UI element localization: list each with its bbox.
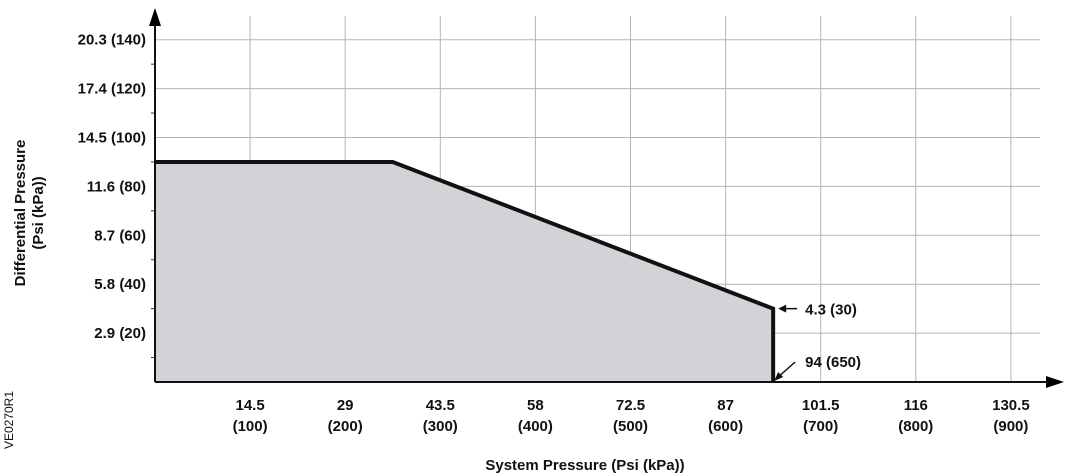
x-tick-label-kpa: (900) [993,418,1028,435]
x-tick-label: 101.5 [802,397,840,414]
x-axis-arrow-icon [1046,376,1064,388]
y-tick-labels: 2.9 (20) 5.8 (40) 8.7 (60) 11.6 (80) 14.5 (1… [78,32,146,342]
x-tick-label-kpa: (500) [613,418,648,435]
figure-code: VE0270R1 [2,391,16,449]
y-tick-label: 11.6 (80) [87,178,146,195]
y-axis-title-line1: Differential Pressure [12,140,29,287]
x-tick-labels: 14.5 (100) 29 (200) 43.5 (300) 58 (400) 72.5 (500… [233,397,1030,435]
y-tick-label: 8.7 (60) [94,227,146,244]
annotations: 4.3 (30) 94 (650) [774,302,861,381]
x-tick-label: 72.5 [616,397,645,414]
x-tick-label: 29 [337,397,354,414]
x-tick-label-kpa: (300) [423,418,458,435]
x-tick-label-kpa: (600) [708,418,743,435]
x-tick-label: 87 [717,397,734,414]
annotation-leader [777,361,796,378]
limit-line [155,159,776,382]
x-axis-title: System Pressure (Psi (kPa)) [485,457,684,474]
y-tick-label: 17.4 (120) [78,81,146,98]
annotation-arrow-icon [778,304,787,313]
y-tick-label: 14.5 (100) [78,130,146,147]
y-tick-label: 20.3 (140) [78,32,146,49]
y-axis-arrow-icon [149,8,161,26]
y-tick-label: 5.8 (40) [94,276,146,293]
x-tick-label: 43.5 [426,397,455,414]
x-tick-label: 14.5 [235,397,264,414]
x-tick-label-kpa: (400) [518,418,553,435]
annotation-label: 94 (650) [805,354,861,371]
operating-area [155,161,774,382]
x-tick-label-kpa: (800) [898,418,933,435]
x-tick-label: 58 [527,397,544,414]
x-tick-label: 116 [904,397,928,414]
x-tick-label-kpa: (700) [803,418,838,435]
x-tick-label-kpa: (100) [233,418,268,435]
y-tick-label: 2.9 (20) [94,325,146,342]
x-tick-label: 130.5 [992,397,1030,414]
annotation-label: 4.3 (30) [805,302,857,319]
y-axis-title-line2: (Psi (kPa)) [30,176,47,249]
x-tick-label-kpa: (200) [328,418,363,435]
annotation-arrow-icon [774,372,784,381]
